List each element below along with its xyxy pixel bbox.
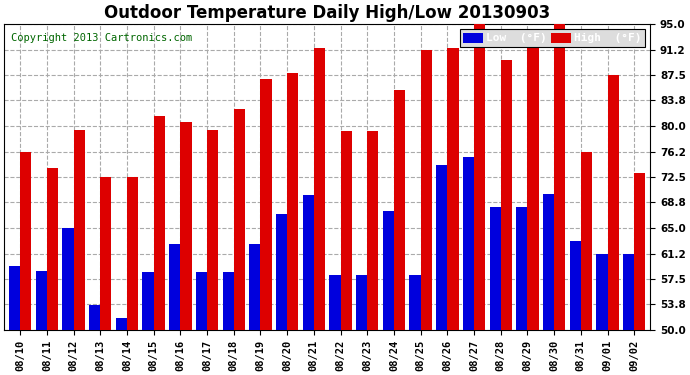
Bar: [260, 79, 272, 330]
Bar: [409, 275, 421, 330]
Bar: [367, 131, 378, 330]
Bar: [501, 60, 512, 330]
Bar: [142, 272, 154, 330]
Bar: [489, 207, 501, 330]
Text: Copyright 2013 Cartronics.com: Copyright 2013 Cartronics.com: [10, 33, 192, 43]
Bar: [596, 254, 607, 330]
Bar: [447, 48, 459, 330]
Bar: [180, 122, 192, 330]
Bar: [516, 207, 527, 330]
Bar: [116, 318, 127, 330]
Bar: [100, 177, 112, 330]
Bar: [89, 305, 100, 330]
Bar: [287, 73, 298, 330]
Bar: [394, 90, 405, 330]
Bar: [249, 244, 260, 330]
Bar: [383, 211, 394, 330]
Bar: [74, 130, 85, 330]
Bar: [47, 168, 58, 330]
Bar: [314, 48, 325, 330]
Bar: [356, 275, 367, 330]
Bar: [329, 275, 341, 330]
Bar: [276, 213, 287, 330]
Bar: [196, 272, 207, 330]
Bar: [154, 116, 165, 330]
Bar: [36, 272, 47, 330]
Bar: [223, 272, 234, 330]
Bar: [463, 157, 474, 330]
Bar: [303, 195, 314, 330]
Bar: [474, 24, 485, 330]
Bar: [9, 266, 20, 330]
Bar: [543, 194, 554, 330]
Bar: [207, 130, 218, 330]
Bar: [623, 254, 634, 330]
Bar: [341, 131, 352, 330]
Title: Outdoor Temperature Daily High/Low 20130903: Outdoor Temperature Daily High/Low 20130…: [104, 4, 551, 22]
Bar: [527, 48, 539, 330]
Bar: [234, 110, 245, 330]
Bar: [20, 152, 32, 330]
Legend: Low  (°F), High  (°F): Low (°F), High (°F): [460, 29, 644, 47]
Bar: [554, 24, 565, 330]
Bar: [127, 177, 138, 330]
Bar: [581, 152, 592, 330]
Bar: [634, 173, 645, 330]
Bar: [436, 165, 447, 330]
Bar: [607, 75, 619, 330]
Bar: [421, 50, 432, 330]
Bar: [570, 242, 581, 330]
Bar: [169, 244, 180, 330]
Bar: [62, 228, 74, 330]
